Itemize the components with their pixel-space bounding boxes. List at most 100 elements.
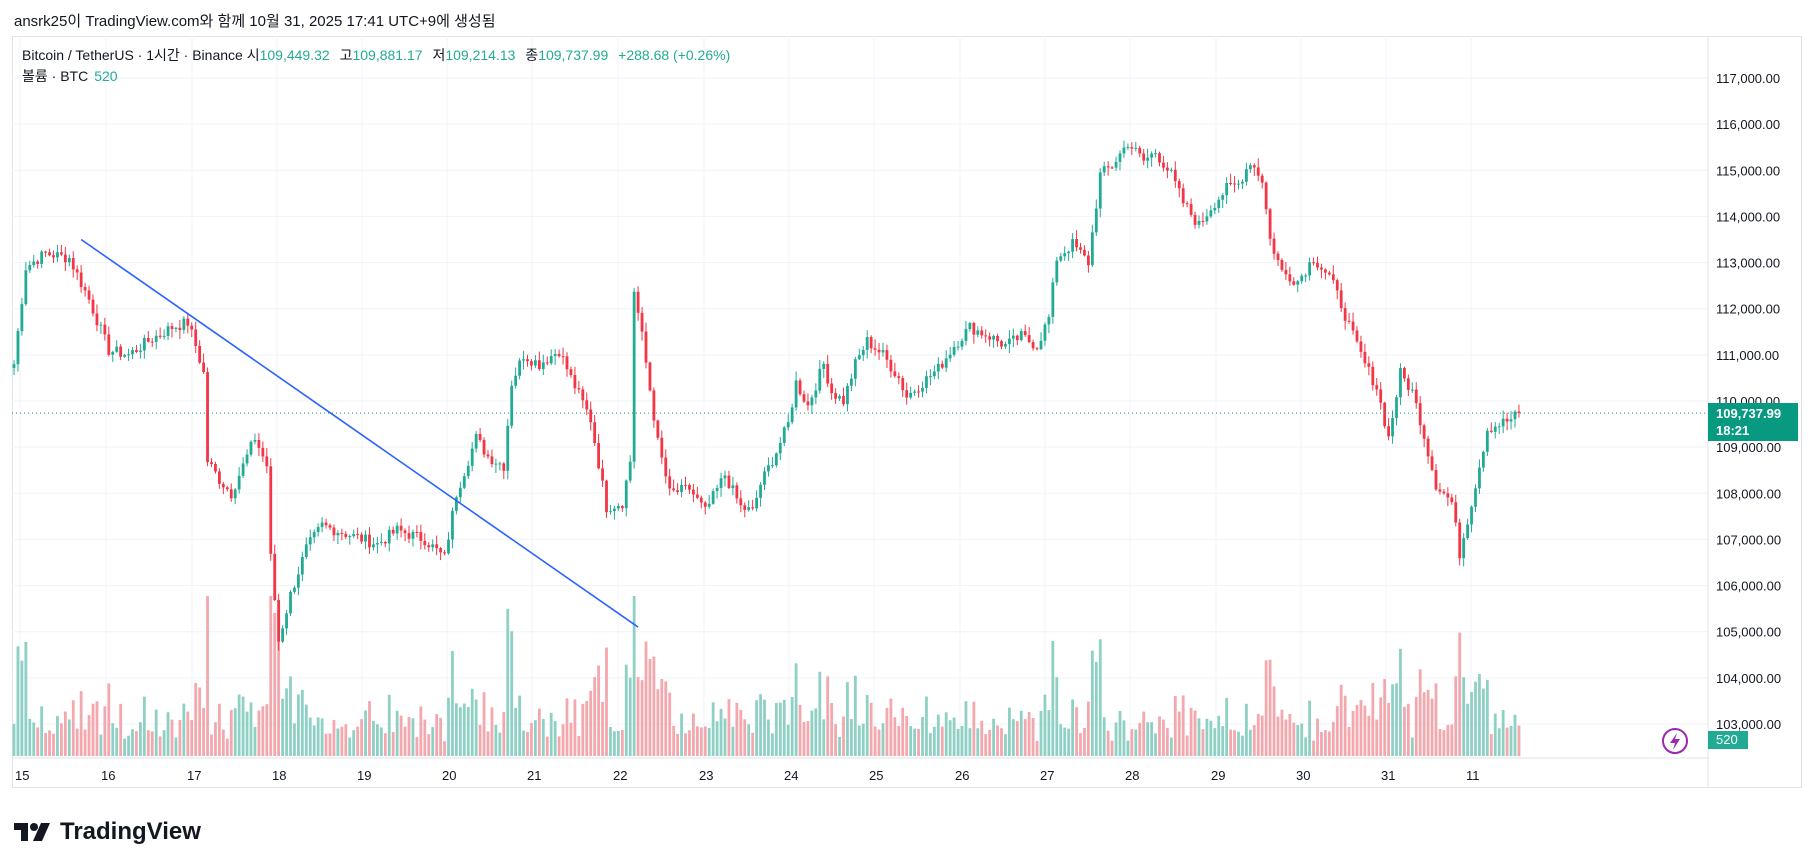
volume-bar	[613, 731, 616, 756]
candle-body	[727, 475, 731, 488]
candle-body	[1075, 239, 1078, 248]
volume-bar	[20, 660, 24, 756]
symbol-title[interactable]: Bitcoin / TetherUS · 1시간 · Binance	[22, 47, 243, 63]
candle-body	[332, 527, 336, 536]
volume-bar	[632, 596, 636, 756]
lightning-icon[interactable]	[1662, 728, 1688, 754]
candle-body	[415, 531, 419, 533]
candle-body	[818, 368, 822, 391]
price-badges: 109,737.99 18:21 520	[1662, 403, 1798, 754]
volume-bar	[1458, 632, 1462, 756]
candle-body	[549, 356, 553, 364]
candle-body	[423, 540, 427, 546]
candle-body	[107, 334, 111, 355]
volume-bar	[1055, 677, 1059, 756]
candle-body	[490, 456, 494, 465]
volume-bar	[1047, 710, 1051, 756]
volume-bar	[1489, 734, 1493, 756]
tradingview-logo-icon	[14, 821, 52, 843]
volume-bar	[1059, 724, 1063, 756]
volume-bar	[372, 720, 375, 756]
candle-body	[486, 454, 490, 457]
symbol-legend[interactable]: Bitcoin / TetherUS · 1시간 · Binance 시109,…	[22, 45, 736, 65]
candle-body	[1426, 438, 1430, 457]
volume-bar	[842, 716, 845, 756]
volume-bar	[1276, 716, 1280, 756]
trendline[interactable]	[80, 238, 639, 628]
volume-bar	[1146, 722, 1150, 756]
candle-body	[1173, 169, 1177, 182]
candle-body	[170, 326, 174, 329]
volume-bar	[652, 656, 656, 756]
volume-bar	[1067, 728, 1071, 756]
volume-bar	[810, 710, 814, 756]
volume-bar	[1387, 702, 1390, 756]
candle-body	[257, 440, 261, 448]
candle-body	[1067, 251, 1071, 254]
volume-bar	[439, 717, 442, 756]
volume-bar	[36, 727, 40, 756]
candle-body	[1422, 425, 1426, 439]
candle-body	[1371, 366, 1375, 386]
time-tick-label: 24	[784, 768, 798, 783]
candle-body	[996, 335, 999, 342]
volume-bar	[1015, 721, 1019, 756]
volume-bar	[261, 706, 265, 756]
candle-body	[285, 613, 288, 629]
candle-body	[300, 556, 304, 575]
candle-body	[115, 346, 119, 352]
candle-body	[443, 552, 446, 554]
candle-body	[127, 354, 130, 356]
candle-body	[376, 543, 379, 545]
low-label: 저	[432, 47, 446, 63]
candle-body	[506, 425, 510, 471]
candle-body	[316, 527, 320, 533]
candle-body	[1446, 493, 1450, 498]
candle-body	[1272, 238, 1276, 254]
volume-legend[interactable]: 볼륨 · BTC 520	[22, 66, 118, 86]
candle-body	[609, 511, 612, 513]
volume-bar	[518, 695, 521, 756]
volume-bar	[344, 724, 348, 756]
volume-bar	[577, 735, 581, 756]
candle-body	[676, 490, 679, 492]
volume-bar	[1205, 718, 1209, 756]
candle-body	[364, 534, 367, 542]
candle-body	[545, 362, 549, 364]
volume-bar	[328, 733, 332, 756]
volume-bar	[1466, 703, 1469, 756]
volume-bar	[1043, 694, 1047, 756]
candle-body	[952, 346, 956, 355]
volume-bar	[379, 727, 383, 756]
candle-body	[1517, 411, 1521, 414]
volume-bar	[921, 716, 924, 756]
volume-bar	[1308, 700, 1311, 756]
candle-body	[731, 485, 735, 488]
tradingview-logo[interactable]: TradingView	[14, 818, 201, 846]
candle-body	[75, 269, 79, 273]
candle-body	[1087, 255, 1090, 266]
candle-body	[652, 390, 656, 421]
close-value: 109,737.99	[538, 47, 609, 63]
volume-bar	[1422, 692, 1426, 756]
volume-bar	[111, 723, 115, 756]
volume-bar	[1213, 728, 1217, 756]
volume-bar	[537, 708, 541, 756]
candle-body	[897, 376, 901, 379]
candle-body	[293, 587, 296, 592]
volume-bar	[889, 698, 893, 756]
candle-body	[1478, 467, 1481, 489]
volume-bar	[739, 709, 743, 756]
candle-body	[154, 335, 158, 342]
candle-body	[139, 350, 142, 352]
volume-bar	[881, 723, 885, 756]
volume-bar	[553, 721, 557, 756]
volume-bar	[1083, 727, 1086, 756]
candle-body	[1280, 259, 1284, 270]
candle-body	[1221, 195, 1225, 200]
candle-body	[1233, 183, 1236, 185]
volume-bar	[877, 729, 881, 756]
candle-body	[976, 330, 980, 335]
candle-body	[1493, 426, 1497, 432]
